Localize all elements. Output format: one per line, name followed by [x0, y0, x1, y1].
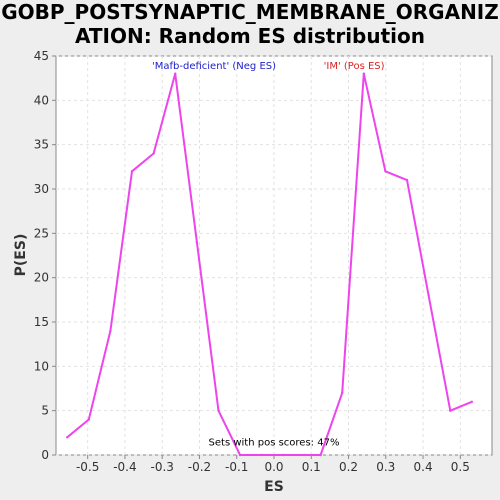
x-tick-label: -0.2: [188, 460, 211, 474]
y-tick-label: 40: [34, 93, 49, 107]
y-tick-label: 10: [34, 359, 49, 373]
x-tick-label: -0.5: [76, 460, 99, 474]
x-tick-label: 0.5: [451, 460, 470, 474]
annotation-label: 'IM' (Pos ES): [324, 61, 385, 72]
annotation-label: 'Mafb-deficient' (Neg ES): [152, 61, 276, 72]
series-layer: [65, 72, 474, 457]
x-tick-label: 0.4: [414, 460, 433, 474]
data-point: [65, 436, 69, 439]
data-point: [217, 409, 220, 412]
data-point: [470, 400, 474, 403]
data-point: [340, 391, 344, 395]
data-point: [152, 152, 155, 155]
data-point: [449, 409, 452, 412]
chart-title: GOBP_POSTSYNAPTIC_MEMBRANE_ORGANIZ ATION…: [1, 0, 499, 48]
data-point: [195, 241, 199, 244]
y-tick-label: 5: [41, 404, 49, 418]
data-point: [130, 170, 134, 173]
data-point: [427, 294, 430, 297]
series-line: [66, 72, 473, 456]
data-point: [109, 329, 112, 333]
x-axis-ticks: -0.5 -0.4 -0.3 -0.2 -0.1 0.0 0.1 0.2 0.3 0.4 0.5: [76, 455, 470, 474]
data-point: [303, 453, 307, 457]
annotations-layer: 'Mafb-deficient' (Neg ES) 'IM' (Pos ES) Se…: [152, 61, 385, 449]
data-point: [87, 418, 90, 421]
x-tick-label: 0.1: [302, 460, 321, 474]
data-point: [384, 170, 387, 173]
data-point: [319, 453, 322, 457]
x-axis-label: ES: [264, 479, 284, 495]
data-point: [260, 453, 263, 457]
y-tick-label: 25: [34, 226, 49, 240]
data-point: [174, 72, 177, 75]
y-tick-label: 15: [34, 315, 49, 329]
x-tick-label: -0.3: [150, 460, 173, 474]
x-tick-label: 0.2: [339, 460, 358, 474]
annotation-label: Sets with pos scores: 47%: [209, 438, 340, 449]
data-point: [282, 453, 285, 457]
y-tick-label: 30: [34, 182, 49, 196]
y-tick-label: 45: [34, 49, 49, 63]
data-point: [405, 178, 409, 182]
y-tick-label: 35: [34, 138, 49, 152]
data-point: [238, 453, 242, 457]
y-axis-label: P(ES): [13, 234, 29, 277]
x-tick-label: 0.3: [376, 460, 395, 474]
x-tick-label: 0.0: [264, 460, 283, 474]
x-tick-label: -0.1: [225, 460, 248, 474]
x-tick-label: -0.4: [113, 460, 136, 474]
y-tick-label: 0: [41, 448, 49, 462]
y-tick-label: 20: [34, 271, 49, 285]
data-point: [362, 72, 366, 75]
y-axis-ticks: 0 5 10 15 20 25 30 35 40 45: [34, 49, 56, 462]
